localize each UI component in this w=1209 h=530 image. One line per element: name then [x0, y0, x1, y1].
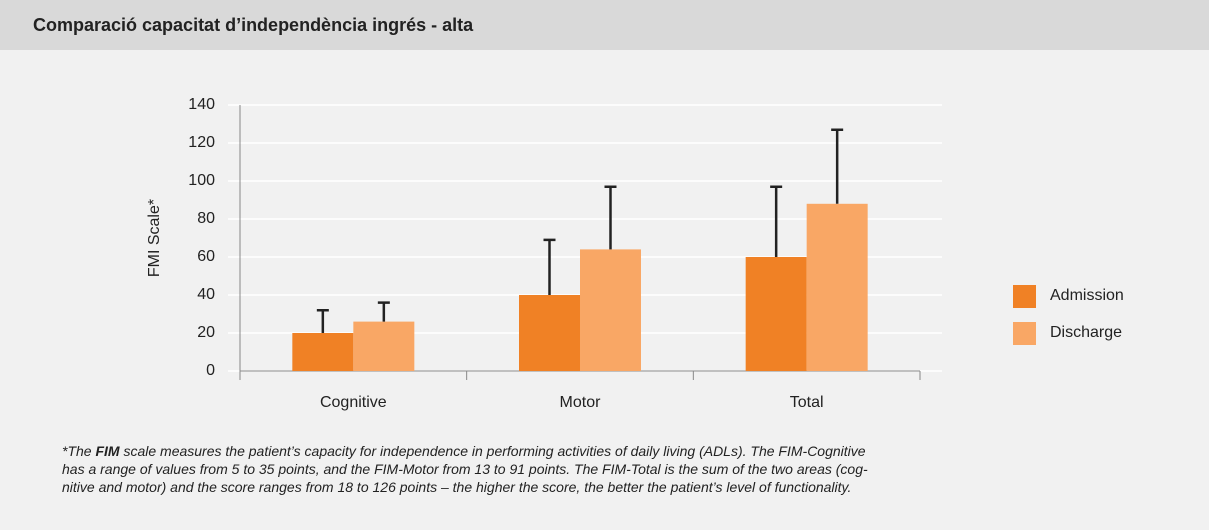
- error-bar: [770, 185, 783, 257]
- bar: [519, 295, 580, 371]
- y-tick-label: 60: [197, 248, 215, 265]
- y-tick-label: 80: [197, 210, 215, 227]
- y-tick-label: 40: [197, 286, 215, 303]
- footnote-line: *The FIM scale measures the patient’s ca…: [62, 442, 1172, 460]
- error-bar: [316, 308, 329, 333]
- y-tick-label: 0: [206, 362, 215, 379]
- footnote-text: nitive and motor) and the score ranges f…: [62, 479, 852, 495]
- legend-label: Discharge: [1050, 324, 1122, 341]
- footnote: *The FIM scale measures the patient’s ca…: [62, 442, 1172, 496]
- bar: [353, 321, 415, 371]
- y-axis-label: FMI Scale*: [146, 199, 163, 277]
- footnote-text: has a range of values from 5 to 35 point…: [62, 461, 868, 477]
- bar: [580, 249, 641, 371]
- error-bar: [604, 185, 617, 250]
- legend-label: Admission: [1050, 287, 1124, 304]
- error-bar: [377, 301, 390, 322]
- footnote-text: scale measures the patient’s capacity fo…: [119, 443, 866, 459]
- footnote-text: *The: [62, 443, 96, 459]
- chart: 0 20 40 60 80 100 120 140 FMI Scale* Cognitive Mot…: [146, 96, 1124, 411]
- y-tick-label: 140: [188, 96, 215, 113]
- footnote-line: has a range of values from 5 to 35 point…: [62, 460, 1172, 478]
- y-tick-label: 100: [188, 172, 215, 189]
- y-tick-label: 120: [188, 134, 215, 151]
- bar: [806, 203, 868, 371]
- footnote-line: nitive and motor) and the score ranges f…: [62, 478, 1172, 496]
- chart-title: Comparació capacitat d’independència ing…: [33, 15, 474, 35]
- legend-swatch: [1013, 285, 1036, 308]
- bar: [745, 257, 807, 371]
- footnote-text: FIM: [95, 443, 120, 459]
- error-bar: [831, 128, 844, 204]
- header-band: [0, 0, 1209, 50]
- y-tick-label: 20: [197, 324, 215, 341]
- error-bar: [543, 238, 556, 295]
- x-tick-label: Total: [790, 394, 824, 411]
- x-tick-label: Cognitive: [320, 394, 387, 411]
- legend-swatch: [1013, 322, 1036, 345]
- bar: [292, 333, 354, 371]
- x-tick-label: Motor: [560, 394, 602, 411]
